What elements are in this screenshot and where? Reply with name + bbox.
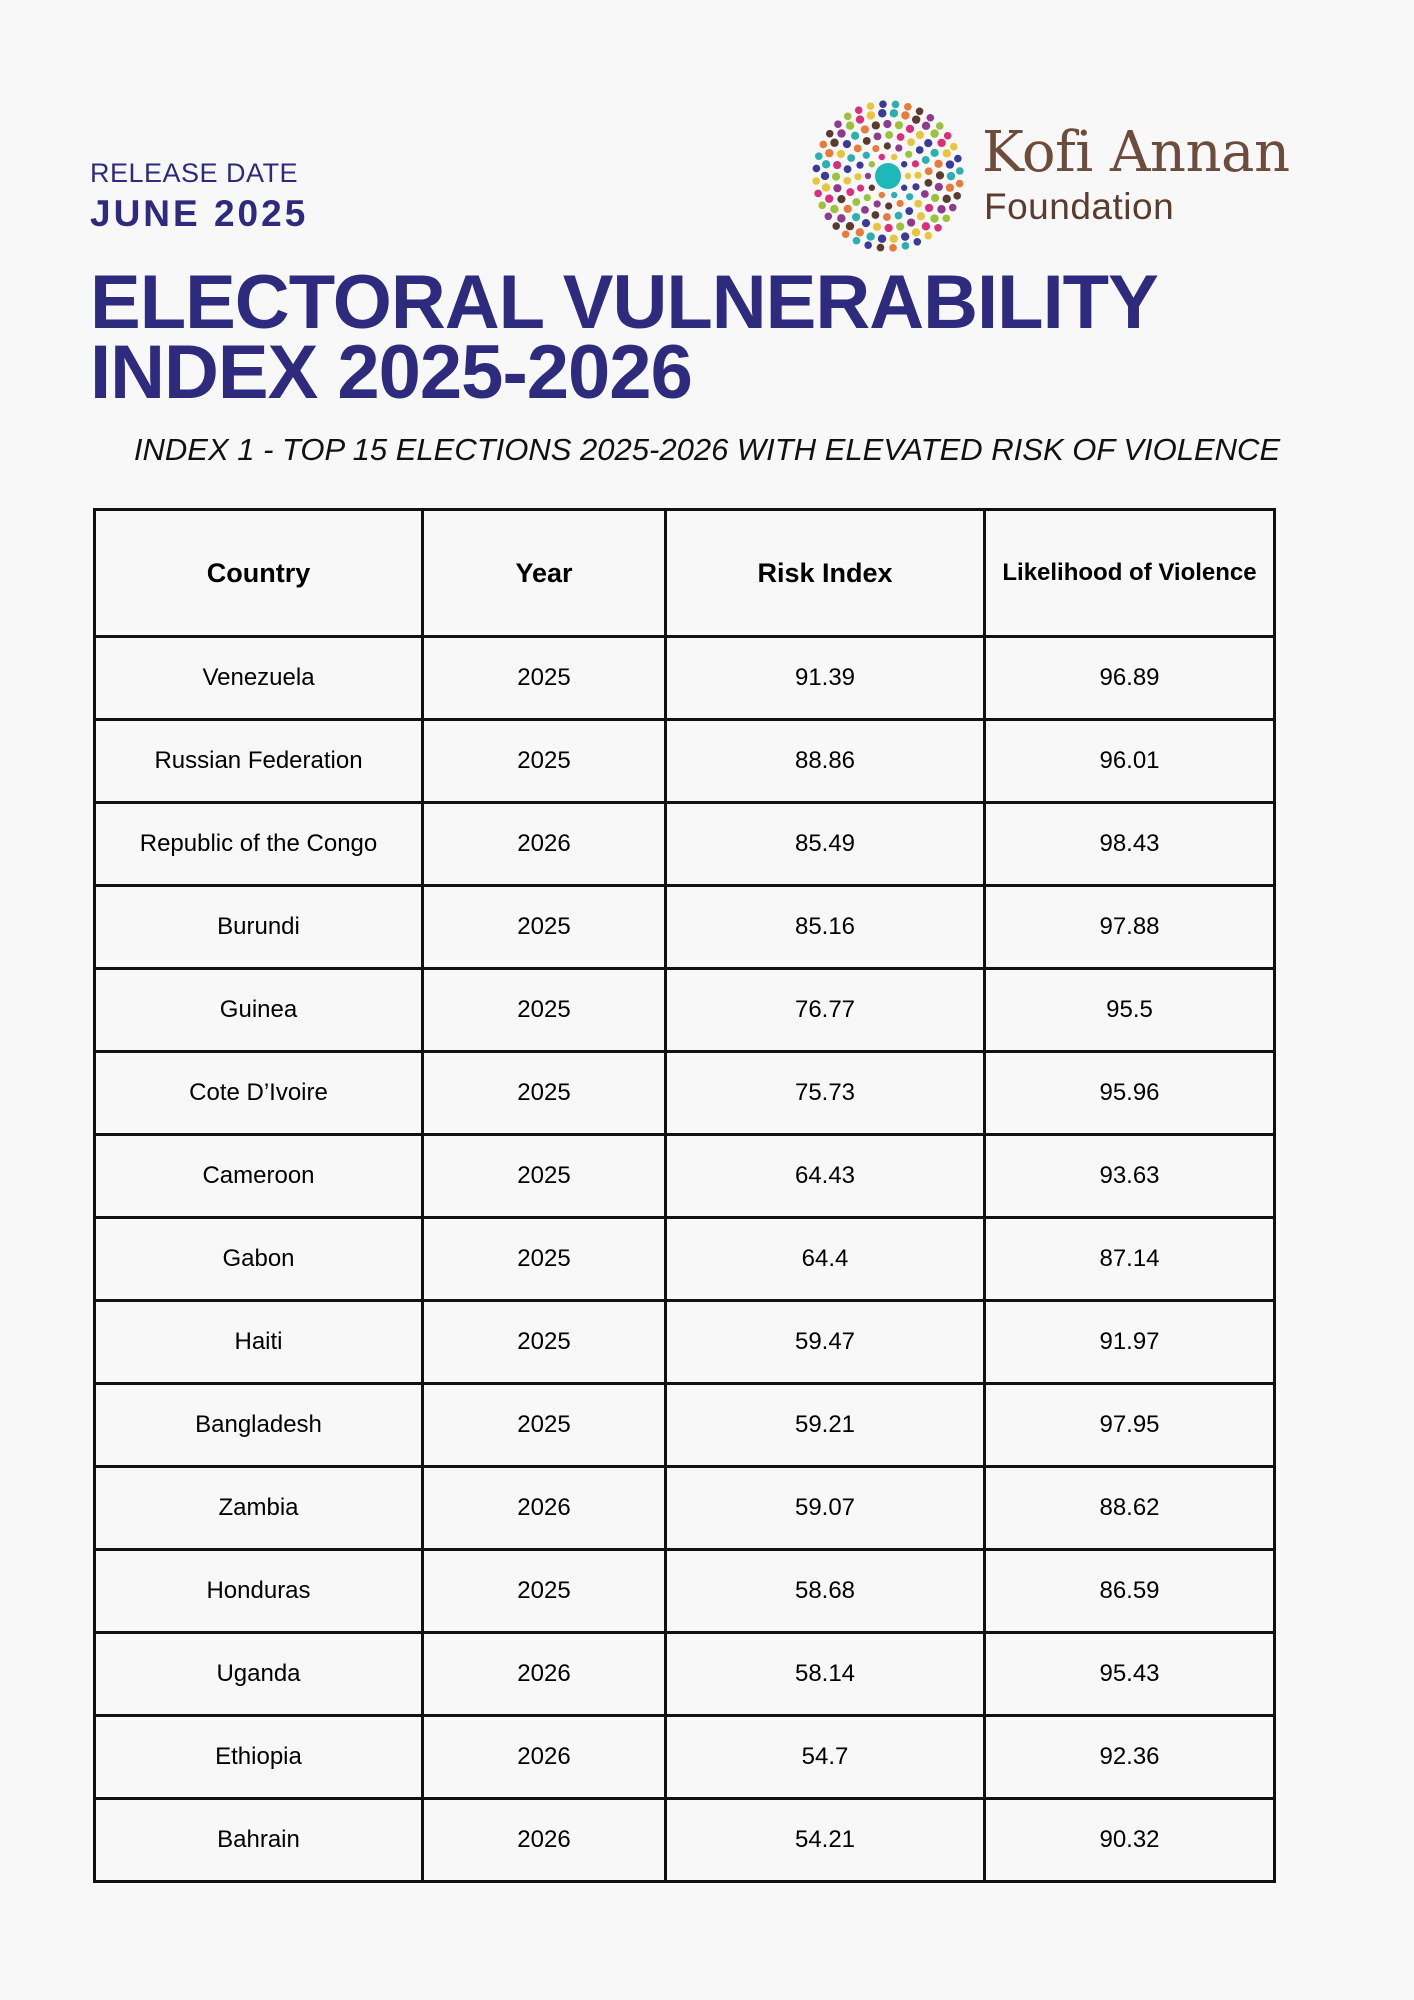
risk-table-container: Country Year Risk Index Likelihood of Vi… — [93, 508, 1276, 1883]
cell-likelihood: 97.88 — [983, 884, 1276, 970]
table-row: Venezuela 2025 91.39 96.89 — [93, 635, 1276, 721]
header-year: Year — [421, 508, 667, 638]
cell-likelihood: 95.5 — [983, 967, 1276, 1053]
cell-likelihood: 96.89 — [983, 635, 1276, 721]
header-risk-index: Risk Index — [664, 508, 986, 638]
cell-likelihood: 92.36 — [983, 1714, 1276, 1800]
table-row: Uganda 2026 58.14 95.43 — [93, 1631, 1276, 1717]
table-row: Ethiopia 2026 54.7 92.36 — [93, 1714, 1276, 1800]
page-title-line-2: INDEX 2025-2026 — [90, 330, 693, 415]
logo-dots-icon — [812, 100, 964, 252]
cell-country: Burundi — [93, 884, 424, 970]
cell-year: 2025 — [421, 1382, 667, 1468]
cell-risk-index: 85.49 — [664, 801, 986, 887]
cell-year: 2025 — [421, 967, 667, 1053]
table-row: Republic of the Congo 2026 85.49 98.43 — [93, 801, 1276, 887]
kofi-annan-foundation-logo: Kofi Annan Foundation — [812, 100, 1302, 252]
logo-subtitle: Foundation — [984, 186, 1175, 227]
risk-table: Country Year Risk Index Likelihood of Vi… — [93, 508, 1276, 1883]
cell-country: Zambia — [93, 1465, 424, 1551]
table-row: Gabon 2025 64.4 87.14 — [93, 1216, 1276, 1302]
release-date-label: RELEASE DATE — [90, 158, 299, 188]
cell-risk-index: 75.73 — [664, 1050, 986, 1136]
cell-year: 2025 — [421, 635, 667, 721]
cell-risk-index: 59.47 — [664, 1299, 986, 1385]
cell-year: 2025 — [421, 1050, 667, 1136]
table-row: Cameroon 2025 64.43 93.63 — [93, 1133, 1276, 1219]
cell-likelihood: 95.43 — [983, 1631, 1276, 1717]
cell-country: Republic of the Congo — [93, 801, 424, 887]
cell-year: 2025 — [421, 718, 667, 804]
cell-country: Gabon — [93, 1216, 424, 1302]
table-row: Russian Federation 2025 88.86 96.01 — [93, 718, 1276, 804]
cell-risk-index: 59.21 — [664, 1382, 986, 1468]
cell-country: Haiti — [93, 1299, 424, 1385]
cell-risk-index: 59.07 — [664, 1465, 986, 1551]
cell-year: 2026 — [421, 1714, 667, 1800]
table-row: Cote D’Ivoire 2025 75.73 95.96 — [93, 1050, 1276, 1136]
cell-year: 2025 — [421, 1299, 667, 1385]
cell-year: 2026 — [421, 801, 667, 887]
cell-risk-index: 54.21 — [664, 1797, 986, 1883]
cell-likelihood: 88.62 — [983, 1465, 1276, 1551]
page-title: ELECTORAL VULNERABILITY INDEX 2025-2026 — [90, 260, 1159, 415]
cell-country: Venezuela — [93, 635, 424, 721]
cell-risk-index: 85.16 — [664, 884, 986, 970]
cell-likelihood: 87.14 — [983, 1216, 1276, 1302]
cell-risk-index: 54.7 — [664, 1714, 986, 1800]
cell-likelihood: 98.43 — [983, 801, 1276, 887]
page-title-line-1: ELECTORAL VULNERABILITY — [90, 260, 1159, 345]
cell-country: Russian Federation — [93, 718, 424, 804]
cell-year: 2026 — [421, 1631, 667, 1717]
cell-risk-index: 58.14 — [664, 1631, 986, 1717]
cell-risk-index: 91.39 — [664, 635, 986, 721]
header-likelihood-of-violence: Likelihood of Violence — [983, 508, 1276, 638]
cell-likelihood: 97.95 — [983, 1382, 1276, 1468]
cell-country: Bahrain — [93, 1797, 424, 1883]
table-header-row: Country Year Risk Index Likelihood of Vi… — [93, 508, 1276, 638]
cell-risk-index: 64.43 — [664, 1133, 986, 1219]
table-row: Bahrain 2026 54.21 90.32 — [93, 1797, 1276, 1883]
table-row: Guinea 2025 76.77 95.5 — [93, 967, 1276, 1053]
cell-risk-index: 76.77 — [664, 967, 986, 1053]
table-body: Venezuela 2025 91.39 96.89 Russian Federatio… — [93, 635, 1276, 1883]
index-subtitle: INDEX 1 - TOP 15 ELECTIONS 2025-2026 WIT… — [133, 432, 1281, 467]
cell-risk-index: 88.86 — [664, 718, 986, 804]
cell-year: 2025 — [421, 884, 667, 970]
cell-year: 2025 — [421, 1133, 667, 1219]
cell-likelihood: 96.01 — [983, 718, 1276, 804]
cell-year: 2025 — [421, 1548, 667, 1634]
cell-risk-index: 64.4 — [664, 1216, 986, 1302]
cell-year: 2025 — [421, 1216, 667, 1302]
table-row: Bangladesh 2025 59.21 97.95 — [93, 1382, 1276, 1468]
table-row: Haiti 2025 59.47 91.97 — [93, 1299, 1276, 1385]
cell-country: Ethiopia — [93, 1714, 424, 1800]
table-row: Honduras 2025 58.68 86.59 — [93, 1548, 1276, 1634]
table-row: Zambia 2026 59.07 88.62 — [93, 1465, 1276, 1551]
cell-country: Cote D’Ivoire — [93, 1050, 424, 1136]
cell-likelihood: 86.59 — [983, 1548, 1276, 1634]
cell-country: Uganda — [93, 1631, 424, 1717]
cell-country: Bangladesh — [93, 1382, 424, 1468]
logo-name: Kofi Annan — [982, 120, 1290, 185]
cell-country: Honduras — [93, 1548, 424, 1634]
cell-likelihood: 90.32 — [983, 1797, 1276, 1883]
cell-year: 2026 — [421, 1797, 667, 1883]
table-row: Burundi 2025 85.16 97.88 — [93, 884, 1276, 970]
header-country: Country — [93, 508, 424, 638]
release-date: JUNE 2025 — [90, 193, 309, 234]
cell-likelihood: 93.63 — [983, 1133, 1276, 1219]
cell-risk-index: 58.68 — [664, 1548, 986, 1634]
cell-country: Cameroon — [93, 1133, 424, 1219]
cell-year: 2026 — [421, 1465, 667, 1551]
cell-likelihood: 95.96 — [983, 1050, 1276, 1136]
cell-country: Guinea — [93, 967, 424, 1053]
cell-likelihood: 91.97 — [983, 1299, 1276, 1385]
